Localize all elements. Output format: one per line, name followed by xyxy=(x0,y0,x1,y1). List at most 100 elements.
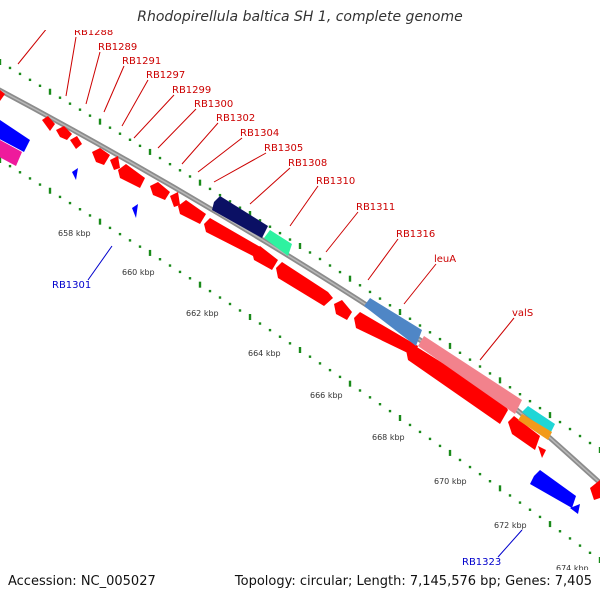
tick-mark xyxy=(168,162,172,166)
tick-mark xyxy=(268,328,272,332)
label-leader-line xyxy=(157,108,197,149)
tick-mark xyxy=(198,179,202,186)
tick-mark xyxy=(8,164,12,168)
label-leader-line xyxy=(87,245,113,281)
gene-label[interactable]: RB1297 xyxy=(146,70,185,81)
tick-mark xyxy=(208,187,212,191)
gene-aqua[interactable] xyxy=(264,230,292,256)
gene-label[interactable]: RB1289 xyxy=(98,42,137,53)
tick-mark xyxy=(58,195,62,199)
gene-feature[interactable] xyxy=(204,218,262,258)
tick-mark xyxy=(518,501,522,504)
tick-mark xyxy=(78,208,82,211)
tick-mark xyxy=(128,239,132,242)
gene-feature[interactable] xyxy=(508,416,540,450)
gene-label[interactable]: RB1301 xyxy=(52,280,91,291)
tick-mark xyxy=(238,309,242,312)
gene-label[interactable]: RB1284 xyxy=(50,12,89,23)
gene-feature[interactable] xyxy=(276,262,333,306)
tick-mark xyxy=(288,238,292,241)
gene-feature[interactable] xyxy=(178,200,206,224)
gene-reverse-blue[interactable] xyxy=(530,470,576,508)
tick-mark xyxy=(308,251,312,254)
tick-mark xyxy=(588,441,592,445)
label-leader-line xyxy=(367,238,399,281)
gene-label[interactable]: RB1311 xyxy=(356,202,395,213)
tick-mark xyxy=(458,351,462,354)
gene-label[interactable]: valS xyxy=(512,308,533,319)
gene-cyan[interactable] xyxy=(522,406,555,434)
gene-leuA[interactable] xyxy=(364,298,422,346)
tick-mark xyxy=(288,342,292,345)
tick-mark xyxy=(38,183,42,186)
gene-orange[interactable] xyxy=(518,414,552,440)
label-leader-line xyxy=(133,94,175,139)
gene-label[interactable]: RB1316 xyxy=(396,229,435,240)
gene-reverse-magenta[interactable] xyxy=(0,140,22,166)
gene-feature[interactable] xyxy=(92,148,110,165)
gene-label[interactable]: RB1310 xyxy=(316,176,355,187)
gene-label[interactable]: RB1323 xyxy=(462,557,501,568)
label-leader-line xyxy=(249,167,291,205)
gene-feature[interactable] xyxy=(150,182,170,200)
tick-mark xyxy=(48,187,52,194)
tick-mark xyxy=(158,258,162,261)
label-leaders xyxy=(17,30,523,558)
gene-label[interactable]: RB1288 xyxy=(74,27,113,38)
gene-label[interactable]: RB1305 xyxy=(264,143,303,154)
gene-feature[interactable] xyxy=(118,164,145,188)
gene-label[interactable]: leuA xyxy=(434,254,456,265)
gene-feature[interactable] xyxy=(334,300,352,320)
tick-mark xyxy=(78,108,82,111)
tick-mark xyxy=(188,277,192,280)
gene-feature[interactable] xyxy=(70,136,82,149)
tick-mark xyxy=(338,375,342,379)
gene-reverse-small[interactable] xyxy=(132,204,138,218)
gene-label[interactable]: RB1302 xyxy=(216,113,255,124)
scale-label: 668 kbp xyxy=(372,433,405,442)
tick-mark xyxy=(228,302,232,306)
tick-mark xyxy=(178,270,182,274)
tick-mark xyxy=(258,219,262,222)
gene-valS[interactable] xyxy=(418,336,522,414)
gene-navy[interactable] xyxy=(212,196,268,238)
gene-feature[interactable] xyxy=(0,90,5,101)
tick-mark xyxy=(118,232,122,236)
tick-mark xyxy=(548,521,552,528)
tick-mark xyxy=(478,472,482,476)
gene-label[interactable]: RB1299 xyxy=(172,85,211,96)
gene-feature[interactable] xyxy=(170,192,180,207)
tick-mark xyxy=(188,175,192,178)
gene-feature[interactable] xyxy=(406,344,508,424)
gene-reverse-blue[interactable] xyxy=(0,120,30,152)
gene-feature[interactable] xyxy=(56,126,72,140)
tick-mark xyxy=(538,406,542,410)
tick-mark xyxy=(98,218,102,225)
tick-mark xyxy=(378,297,382,300)
tick-mark xyxy=(88,214,92,217)
tick-mark xyxy=(108,226,112,230)
gene-reverse-small[interactable] xyxy=(570,504,580,514)
label-leader-line xyxy=(65,36,77,97)
tick-mark xyxy=(268,225,272,228)
tick-mark xyxy=(528,508,532,511)
gene-label[interactable]: RB1308 xyxy=(288,158,327,169)
tick-mark xyxy=(468,465,472,469)
gene-feature[interactable] xyxy=(538,446,546,458)
gene-feature[interactable] xyxy=(354,312,418,356)
gene-label[interactable]: RB1291 xyxy=(122,56,161,67)
gene-feature[interactable] xyxy=(110,156,120,170)
tick-mark xyxy=(258,322,262,325)
tick-mark xyxy=(298,347,302,353)
gene-label[interactable]: RB1304 xyxy=(240,128,279,139)
label-leader-line xyxy=(213,152,267,183)
tick-mark xyxy=(208,289,212,293)
tick-mark xyxy=(278,335,282,338)
gene-reverse-small[interactable] xyxy=(72,168,78,180)
gene-label[interactable]: RB1300 xyxy=(194,99,233,110)
gene-feature[interactable] xyxy=(42,116,55,131)
gene-feature[interactable] xyxy=(252,246,278,270)
gene-feature[interactable] xyxy=(590,480,600,500)
